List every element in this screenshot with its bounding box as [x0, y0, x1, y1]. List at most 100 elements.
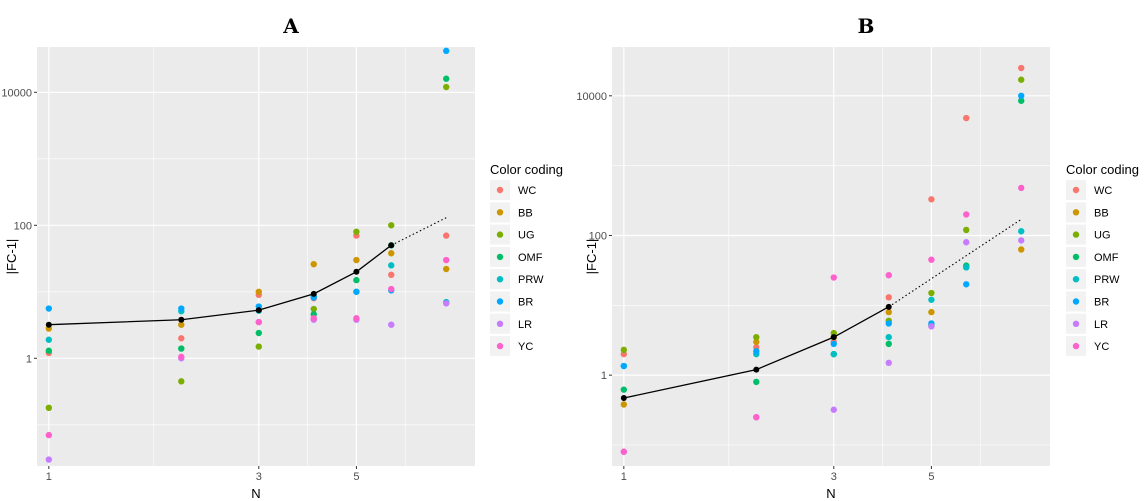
chartb-x-tick-label: 5: [928, 471, 934, 483]
charta-point-bb: [388, 250, 395, 257]
chartb-legend-key-br: [1072, 298, 1080, 305]
charta-point-yc: [388, 285, 395, 293]
charta-point-ug: [255, 343, 262, 350]
chartb-legend-label-omf: OMF: [1094, 252, 1119, 264]
charta-legend-key-bb: [496, 209, 504, 216]
charta-trend-point: [353, 268, 360, 275]
chartb-point-yc: [620, 448, 628, 455]
charta-legend-label-br: BR: [518, 297, 533, 309]
charta-trend-point: [388, 242, 395, 249]
chartb-point-yc: [1018, 184, 1025, 192]
chartb-point-lr: [885, 359, 892, 367]
charta-x-tick-label: 3: [256, 471, 262, 483]
charta-legend-title: Color coding: [490, 162, 563, 177]
chartb-legend-key-lr: [1072, 320, 1080, 327]
chartb-point-lr: [928, 323, 935, 330]
charta-y-tick-label: 1: [26, 353, 32, 365]
chartb-legend-key-yc: [1072, 342, 1080, 350]
charta-legend-label-lr: LR: [518, 319, 532, 331]
charta-point-br: [353, 288, 360, 295]
chartb-point-br: [830, 340, 837, 348]
chartb-legend-key-prw: [1072, 276, 1080, 283]
charta-point-omf: [255, 329, 262, 337]
charta-x-axis-title: N: [251, 486, 260, 501]
chartb-point-wc: [1018, 64, 1025, 72]
charta-point-wc: [388, 271, 395, 279]
chartb-point-prw: [963, 264, 970, 271]
charta-point-ug: [310, 305, 317, 313]
charta-point-wc: [178, 335, 185, 342]
chartb-point-br: [753, 348, 760, 355]
charta-panel-background: [37, 47, 475, 466]
charta-point-yc: [443, 256, 450, 264]
charta-point-yc: [310, 315, 317, 322]
chartb-point-lr: [1018, 237, 1025, 244]
chartb-legend-key-wc: [1072, 186, 1080, 194]
chartb-point-bb: [753, 338, 760, 346]
chartb-trend-line: [623, 306, 890, 399]
chartb-x-axis-title: N: [826, 486, 835, 501]
chartb-point-bb: [928, 308, 935, 316]
chartb-legend-label-lr: LR: [1094, 319, 1108, 331]
chartb-point-bb: [1018, 246, 1025, 253]
charta-point-omf: [178, 345, 185, 352]
charta-point-br: [443, 47, 450, 55]
chartb-point-yc: [830, 274, 837, 281]
chartb-point-br: [885, 320, 892, 327]
chartb-panel-background: [612, 47, 1050, 466]
charta-legend-label-ug: UG: [518, 230, 535, 242]
charta-point-bb: [178, 321, 185, 328]
charta-legend-key-br: [496, 298, 504, 305]
charta-legend-label-bb: BB: [518, 207, 533, 219]
chartb-x-tick-label: 1: [621, 471, 627, 483]
charta-y-tick-label: 100: [14, 220, 32, 232]
chartb-trend-point: [753, 366, 760, 373]
chartb-point-br: [620, 362, 628, 370]
chartb-point-prw: [928, 296, 935, 303]
charta-point-omf: [353, 276, 360, 284]
chartb-point-lr: [830, 406, 837, 413]
chartb-legend-key-ug: [1072, 231, 1080, 238]
chartb-point-ug: [620, 346, 628, 354]
chartb-point-yc: [928, 256, 935, 263]
chartb-point-yc: [885, 271, 892, 279]
charta-trend-point: [178, 316, 185, 323]
charta-point-bb: [255, 288, 262, 295]
chartb-trend-point: [885, 303, 892, 310]
charta-legend-label-prw: PRW: [518, 274, 544, 286]
chartb-legend-label-ug: UG: [1094, 230, 1111, 242]
charta-trend-point: [45, 321, 52, 328]
charta-point-lr: [45, 456, 53, 463]
chartb-point-prw: [885, 333, 892, 341]
chartb-point-ug: [963, 226, 970, 234]
chartb-point-yc: [753, 413, 760, 421]
chartb-point-lr: [963, 239, 970, 246]
chartb-point-bb: [620, 401, 628, 408]
chartb-legend-label-br: BR: [1094, 297, 1109, 309]
charta-legend-key-lr: [496, 320, 504, 327]
charta-x-tick-label: 1: [46, 471, 52, 483]
chartb-x-tick-label: 3: [831, 471, 837, 483]
chartb-point-wc: [885, 294, 892, 301]
chartb-y-tick-label: 100: [589, 230, 607, 242]
charta-y-tick-label: 10000: [1, 87, 32, 99]
chartb-point-ug: [1018, 76, 1025, 83]
chartb-point-omf: [753, 378, 760, 386]
chartb-legend-title: Color coding: [1066, 162, 1139, 177]
charta-legend-key-wc: [496, 186, 504, 194]
charta-point-prw: [45, 336, 53, 343]
chartb-point-prw: [1018, 228, 1025, 235]
chartb-point-omf: [885, 340, 892, 348]
chartb-group: 1 3 5 1 100 10000 N |FC-1| Color coding WC BB UG OMF…: [576, 47, 1139, 501]
panel-a-title: A: [283, 14, 299, 38]
charta-trend-point: [255, 307, 262, 314]
charta-point-bb: [310, 260, 317, 268]
chartb-point-ug: [753, 333, 760, 341]
charta-point-lr: [443, 300, 450, 307]
chartb-point-prw: [830, 350, 837, 358]
charta-point-prw: [388, 262, 395, 269]
chartb-y-tick-label: 10000: [576, 91, 607, 103]
chartb-point-bb: [885, 308, 892, 316]
chartb-legend-label-wc: WC: [1094, 185, 1112, 197]
charta-point-omf: [45, 347, 53, 354]
